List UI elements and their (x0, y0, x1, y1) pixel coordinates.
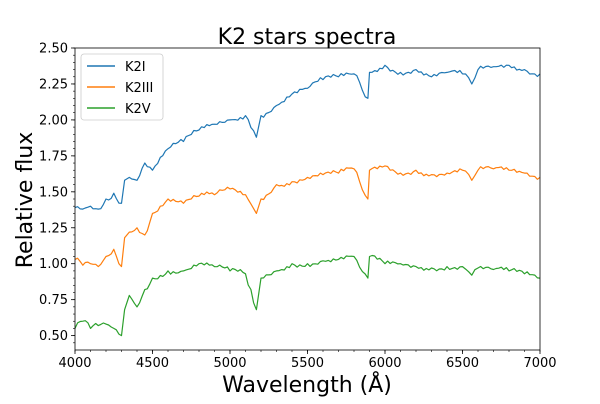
chart-title: K2 stars spectra (218, 25, 397, 50)
x-tick-label: 6000 (368, 356, 401, 371)
series-line-k2iii (74, 165, 541, 268)
x-tick-label: 4500 (136, 356, 169, 371)
x-tick-label: 5000 (213, 356, 246, 371)
y-tick-label: 2.50 (39, 42, 68, 57)
x-tick-label: 7000 (523, 356, 556, 371)
legend: K2I K2III K2V (80, 53, 164, 121)
y-tick-label: 0.50 (39, 329, 68, 344)
y-tick-label: 1.25 (39, 221, 68, 236)
y-tick-label: 1.00 (39, 257, 68, 272)
y-tick-label: 1.50 (39, 185, 68, 200)
x-axis-label: Wavelength (Å) (222, 371, 392, 398)
x-tick-label: 5500 (291, 356, 324, 371)
y-tick-label: 2.00 (39, 113, 68, 128)
plot-frame (74, 47, 541, 351)
legend-box (80, 53, 164, 121)
legend-label: K2I (125, 60, 146, 75)
x-tick-label: 6500 (446, 356, 479, 371)
y-tick-label: 2.25 (39, 77, 68, 92)
legend-label: K2III (125, 81, 153, 96)
legend-label: K2V (125, 102, 151, 117)
series-line-k2v (74, 254, 541, 337)
series-line-k2i (74, 64, 541, 210)
x-tick-label: 4000 (58, 356, 91, 371)
y-tick-label: 1.75 (39, 149, 68, 164)
y-tick-label: 0.75 (39, 293, 68, 308)
y-axis-label: Relative flux (13, 132, 38, 269)
